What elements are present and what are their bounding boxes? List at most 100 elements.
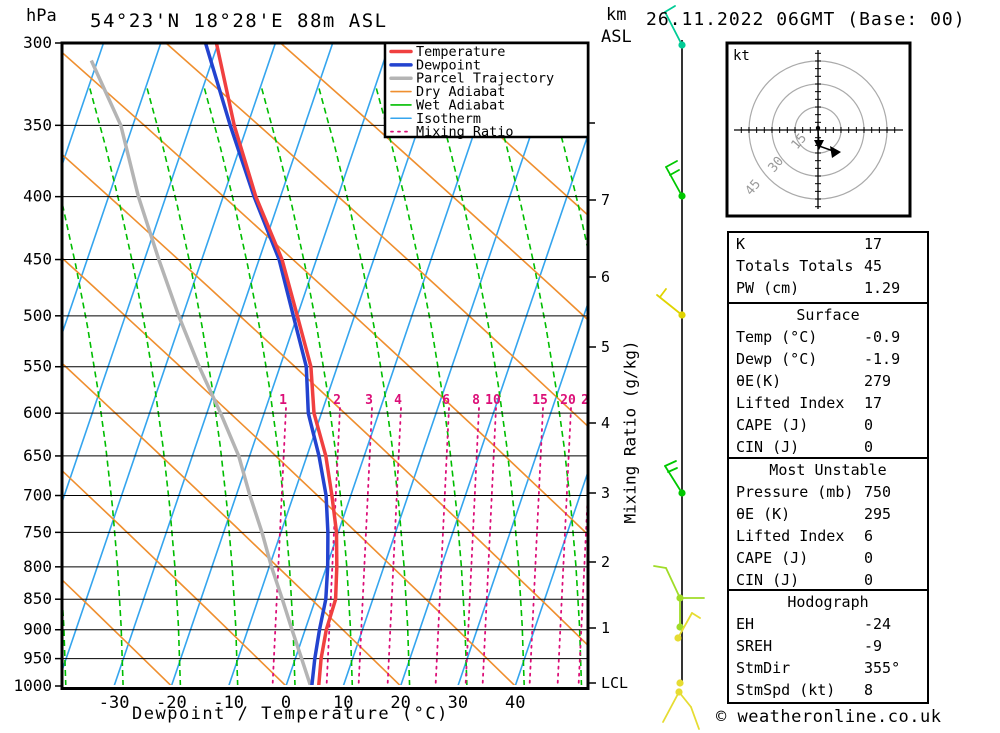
mixing-ratio-line [271, 407, 287, 685]
temperature-tick-label: -30 [99, 693, 130, 713]
dry-adiabat-line [63, 52, 587, 535]
table-row-label: Dewp (°C) [736, 350, 817, 368]
temperature-tick-label: 30 [448, 693, 468, 713]
isotherm-line [285, 44, 506, 685]
temperature-tick-label: 10 [333, 693, 353, 713]
mixing-ratio-value-label: 10 [485, 393, 501, 408]
isotherm-line [63, 44, 105, 165]
table-header: Hodograph [787, 593, 868, 611]
pressure-tick-label: 850 [23, 589, 52, 608]
wet-adiabat-line [317, 85, 411, 685]
mixing-ratio-line [357, 407, 373, 685]
wind-barb-segment [665, 166, 683, 197]
legend-item-label: Dewpoint [416, 57, 481, 73]
pressure-tick-label: 900 [23, 620, 52, 639]
table-row-label: Pressure (mb) [736, 483, 853, 501]
pressure-tick-label: 750 [23, 522, 52, 541]
wind-barb-dot [676, 679, 684, 687]
mixing-ratio-value-label: 6 [442, 393, 450, 408]
table-row-label: K [736, 235, 745, 253]
lcl-label: LCL [601, 674, 628, 692]
wind-barb-segment [659, 288, 667, 298]
table-row-label: SREH [736, 637, 772, 655]
legend-item-label: Parcel Trajectory [416, 71, 554, 87]
pressure-tick-label: 450 [23, 250, 52, 269]
wind-barb-segment [656, 294, 683, 316]
wet-adiabat-line [88, 85, 182, 685]
table-row-value: -1.9 [864, 350, 900, 368]
isotherm-line [63, 44, 219, 502]
legend-box [383, 41, 590, 139]
wind-barb-segment [664, 465, 683, 494]
wet-adiabat-line [260, 85, 354, 685]
plot-border [60, 41, 590, 690]
table-row-label: Lifted Index [736, 527, 844, 545]
pressure-unit-label: hPa [26, 6, 57, 26]
km-unit-label: km [606, 5, 627, 25]
station-title: 54°23'N 18°28'E 88m ASL [90, 10, 388, 32]
table-row-value: -9 [864, 637, 882, 655]
mixing-ratio-line [386, 407, 402, 685]
table-row-value: 8 [864, 681, 873, 699]
pressure-tick-label: 400 [23, 187, 52, 206]
table-row-label: CAPE (J) [736, 549, 808, 567]
dry-adiabat-line [280, 44, 587, 321]
pressure-tick-label: 1000 [13, 676, 52, 695]
table-row-value: 279 [864, 372, 891, 390]
km-tick-label: 6 [601, 268, 610, 286]
legend-item-label: Dry Adiabat [416, 84, 505, 100]
mixing-ratio-line [325, 407, 341, 685]
wind-barb-segment [690, 706, 700, 730]
table-row-label: StmDir [736, 659, 790, 677]
table-row-label: Totals Totals [736, 257, 853, 275]
wind-barb-segment [669, 169, 680, 176]
isotherm-line [342, 44, 563, 685]
temperature-curve [214, 44, 339, 685]
mixing-ratio-value-label: 15 [532, 393, 548, 408]
table-row-label: CIN (J) [736, 438, 799, 456]
table-row-label: Temp (°C) [736, 328, 817, 346]
isotherm-line [63, 44, 162, 334]
temperature-tick-label: 40 [505, 693, 525, 713]
table-row-label: θE(K) [736, 372, 781, 390]
isotherm-line [63, 44, 276, 671]
wind-barb-segment [664, 5, 676, 13]
isotherm-line [514, 472, 587, 685]
table-row-value: 17 [864, 394, 882, 412]
wind-barb-dot [674, 634, 682, 642]
table-surface: Surface Temp (°C) -0.9 Dewp (°C) -1.9 θE(K) 27… [727, 302, 929, 459]
table-row-value: 355° [864, 659, 900, 677]
table-row-label: CAPE (J) [736, 416, 808, 434]
dry-adiabat-line [63, 470, 287, 685]
table-row-value: -24 [864, 615, 891, 633]
wind-barb-dot [678, 41, 686, 49]
pressure-tick-label: 350 [23, 115, 52, 134]
dry-adiabat-line [63, 257, 516, 685]
wet-adiabat-line [489, 85, 583, 685]
wind-barb-segment [667, 467, 678, 473]
km-tick-label: 3 [601, 484, 610, 502]
wind-barb-segment [664, 460, 677, 467]
wind-barb-segment [677, 612, 693, 639]
wind-barb-dot [678, 489, 686, 497]
hodograph-unit-label: kt [733, 48, 750, 64]
mixing-ratio-value-label: 2 [333, 393, 341, 408]
table-row-label: StmSpd (kt) [736, 681, 835, 699]
wet-adiabat-line [546, 85, 587, 249]
table-header: Surface [796, 306, 859, 324]
hodograph-arrowhead-down [814, 140, 824, 150]
pressure-tick-label: 550 [23, 357, 52, 376]
mixing-ratio-value-label: 1 [279, 393, 287, 408]
hodograph-origin-dot [815, 125, 821, 131]
pressure-tick-label: 950 [23, 649, 52, 668]
legend-item-label: Isotherm [416, 111, 481, 127]
legend-item-label: Mixing Ratio [416, 124, 514, 140]
isotherm-line [400, 135, 587, 685]
wind-barb-segment [662, 691, 680, 723]
table-row-label: EH [736, 615, 754, 633]
legend-item-label: Temperature [416, 44, 505, 60]
isotherm-line [228, 44, 448, 685]
wind-barb-dot [678, 192, 686, 200]
background-grid-layer: 1 2 3 4 6 8 10 15 20 25 [63, 44, 587, 685]
